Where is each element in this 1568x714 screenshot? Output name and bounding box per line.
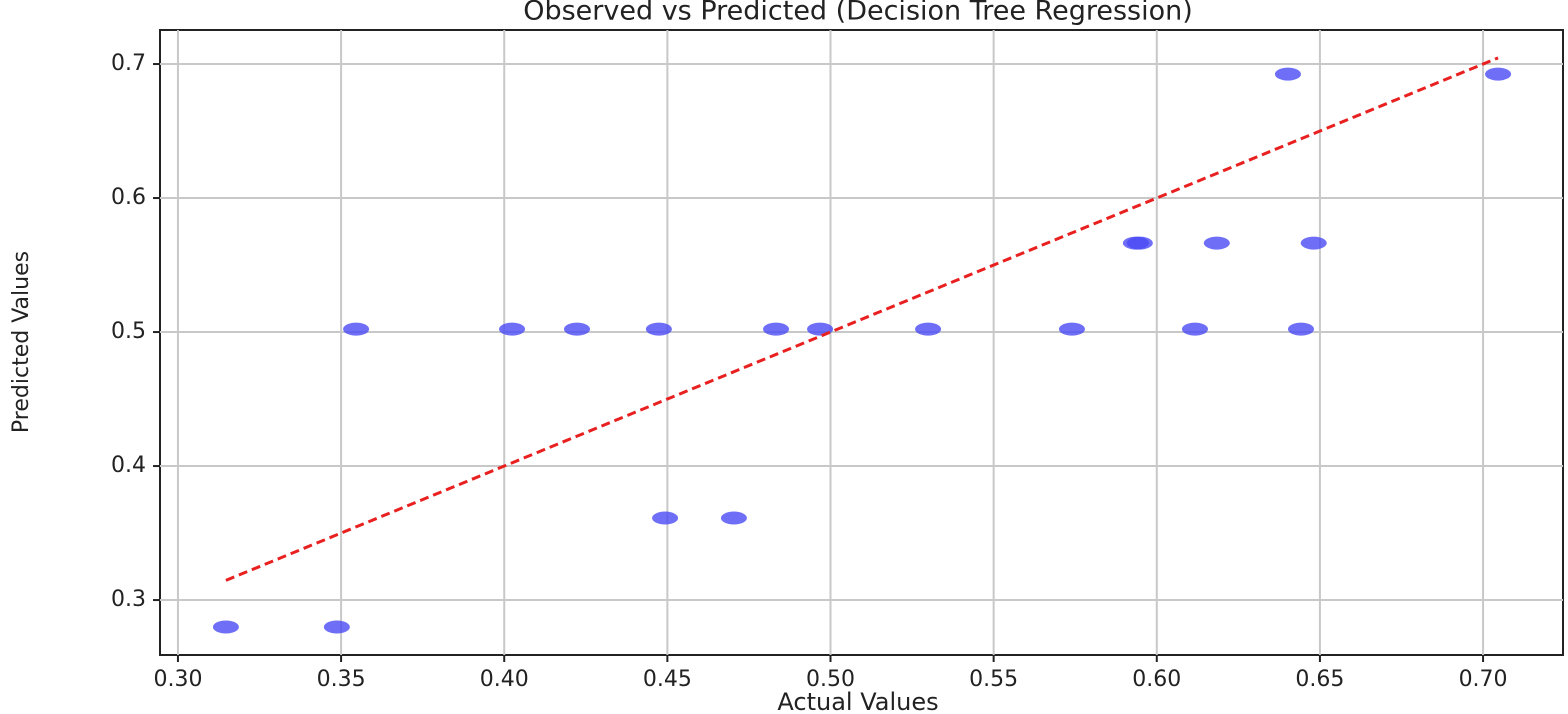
scatter-point bbox=[1300, 236, 1327, 250]
scatter-point bbox=[343, 322, 370, 336]
x-axis-label: Actual Values bbox=[777, 688, 938, 714]
scatter-point bbox=[499, 322, 526, 336]
x-tick-label: 0.55 bbox=[969, 667, 1018, 692]
y-tick-label: 0.7 bbox=[111, 51, 146, 76]
chart-title: Observed vs Predicted (Decision Tree Reg… bbox=[523, 0, 1193, 27]
scatter-point bbox=[212, 620, 239, 634]
y-tick-label: 0.4 bbox=[111, 453, 146, 478]
x-tick-label: 0.60 bbox=[1132, 667, 1181, 692]
scatter-point bbox=[763, 322, 790, 336]
scatter-point bbox=[720, 511, 747, 525]
scatter-point bbox=[1274, 67, 1301, 81]
scatter-point bbox=[1485, 67, 1512, 81]
scatter-point bbox=[1287, 322, 1314, 336]
scatter-point bbox=[645, 322, 672, 336]
x-tick-label: 0.70 bbox=[1459, 667, 1508, 692]
scatter-point bbox=[1203, 236, 1230, 250]
scatter-point bbox=[652, 511, 679, 525]
plot-frame bbox=[159, 29, 1564, 656]
scatter-point bbox=[563, 322, 590, 336]
y-axis-label: Predicted Values bbox=[9, 251, 34, 433]
scatter-point bbox=[915, 322, 942, 336]
x-tick-label: 0.40 bbox=[480, 667, 529, 692]
x-tick-label: 0.30 bbox=[153, 667, 202, 692]
y-tick-label: 0.5 bbox=[111, 319, 146, 344]
x-tick-label: 0.35 bbox=[317, 667, 366, 692]
x-tick-label: 0.65 bbox=[1295, 667, 1344, 692]
scatter-point bbox=[1058, 322, 1085, 336]
scatter-point bbox=[1126, 236, 1153, 250]
reference-line bbox=[225, 56, 1499, 582]
x-tick-label: 0.50 bbox=[806, 667, 855, 692]
y-tick-label: 0.6 bbox=[111, 185, 146, 210]
scatter-point bbox=[323, 620, 350, 634]
x-tick-label: 0.45 bbox=[643, 667, 692, 692]
y-tick-label: 0.3 bbox=[111, 587, 146, 612]
scatter-point bbox=[1181, 322, 1208, 336]
